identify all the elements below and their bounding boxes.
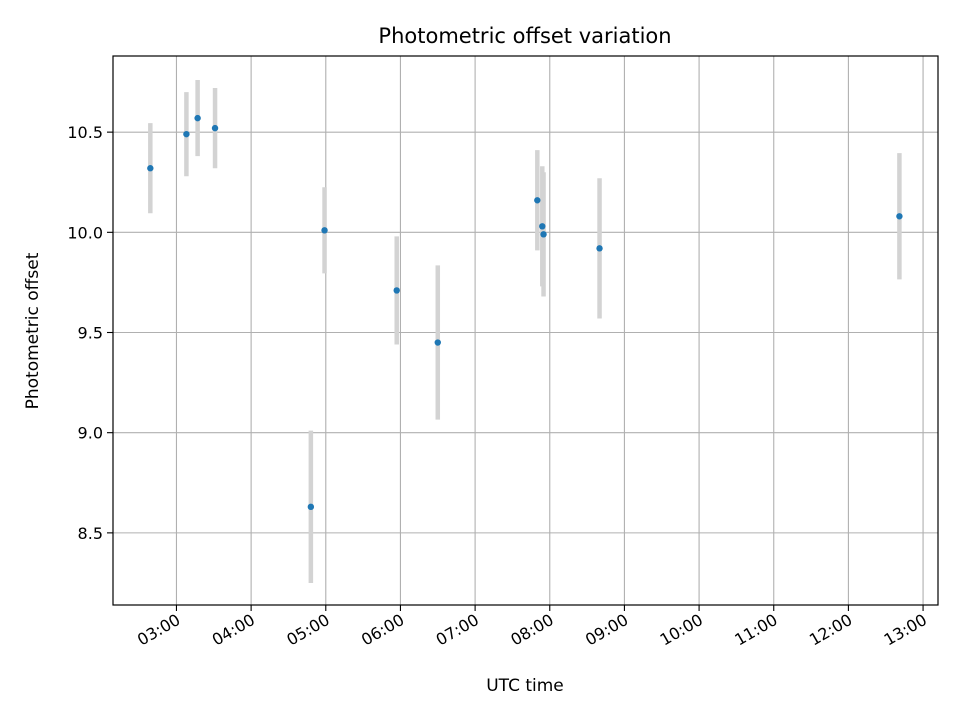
x-tick-label: 06:00 [358, 610, 407, 650]
x-axis-ticks: 03:00 04:00 05:00 06:00 07:00 08:00 09:00 10:00… [134, 605, 930, 650]
data-point [540, 231, 547, 238]
chart-title: Photometric offset variation [378, 24, 671, 48]
grid [113, 56, 938, 605]
x-tick-label: 04:00 [209, 610, 258, 650]
data-point [539, 223, 546, 230]
x-tick-label: 10:00 [657, 610, 706, 650]
error-bars [148, 80, 902, 583]
x-tick-label: 08:00 [507, 610, 556, 650]
y-tick-label: 10.5 [67, 123, 103, 142]
y-axis-ticks: 8.5 9.0 9.5 10.0 10.5 [67, 123, 113, 543]
data-point [147, 165, 154, 172]
data-point [393, 287, 400, 294]
data-point [896, 213, 903, 220]
y-tick-label: 8.5 [78, 524, 103, 543]
data-point [534, 197, 541, 204]
y-axis-label: Photometric offset [23, 252, 43, 409]
x-tick-label: 03:00 [134, 610, 183, 650]
x-tick-label: 11:00 [731, 610, 780, 650]
data-point [194, 114, 201, 122]
data-point [434, 339, 441, 346]
y-tick-label: 10.0 [67, 223, 103, 242]
y-tick-label: 9.5 [78, 324, 103, 343]
y-tick-label: 9.0 [78, 424, 103, 443]
x-tick-label: 05:00 [283, 610, 332, 650]
data-points [147, 114, 903, 511]
x-tick-label: 07:00 [433, 610, 482, 650]
data-point [211, 124, 219, 132]
data-point [596, 245, 603, 252]
plot-frame [112, 55, 939, 606]
data-point [321, 227, 328, 234]
x-tick-label: 12:00 [806, 610, 855, 650]
x-tick-label: 09:00 [582, 610, 631, 650]
x-tick-label: 13:00 [881, 610, 930, 650]
x-axis-label: UTC time [486, 676, 564, 696]
data-point [183, 130, 190, 138]
data-point [307, 503, 315, 511]
